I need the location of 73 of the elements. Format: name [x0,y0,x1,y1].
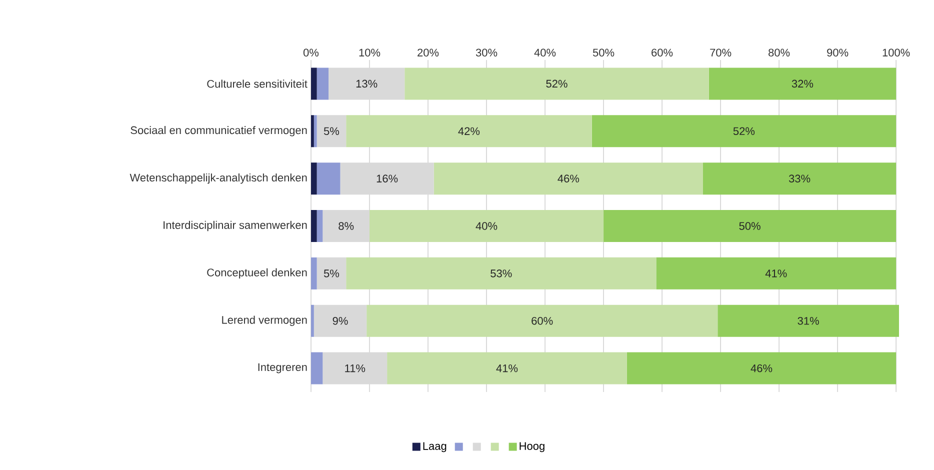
x-tick-label: 70% [710,48,732,56]
data-label: 11% [345,364,366,372]
bar [434,162,704,195]
x-tick-label: 10% [359,48,380,56]
bar [346,257,656,290]
y-tick-label: Wetenschappelijk-analytisch denken [130,173,307,184]
bar [316,68,329,100]
x-tick-label: 30% [476,48,498,56]
bar [322,352,388,384]
bar [311,352,323,384]
data-label: 50% [739,222,760,230]
y-tick-label: Integreren [258,363,307,374]
data-label: 8% [338,222,354,230]
x-tick-label: 60% [652,48,673,56]
bar [604,210,896,242]
bar [316,162,340,195]
x-tick-label: 80% [768,48,790,56]
x-tick-label: 40% [534,48,556,56]
data-label: 42% [458,127,480,136]
y-tick-label: Conceptueel denken [207,268,307,279]
data-label: 46% [558,174,580,182]
legend-label: Hoog [520,442,544,452]
data-label: 52% [733,127,755,136]
bar [592,115,896,148]
x-tick-label: 50% [592,48,614,56]
data-label: 32% [792,80,814,88]
bar [404,68,709,100]
bar [311,115,314,148]
bar [316,210,323,242]
bar [322,210,370,242]
data-label: 41% [496,364,518,372]
y-tick-label: Sociaal en communicatief vermogen [130,126,307,136]
bar [316,115,346,148]
data-label: 16% [376,174,398,182]
bar [626,352,896,384]
y-tick-label: Lerend vermogen [222,316,307,326]
bar [328,68,405,100]
data-label: 5% [324,127,340,136]
bar [314,115,317,148]
data-label: 60% [532,316,553,325]
x-tick-label: 0% [303,48,319,56]
bar [366,304,718,337]
legend-label: Laag [423,442,446,452]
data-label: 13% [356,80,378,88]
x-tick-label: 100% [882,48,910,56]
bar [387,352,627,384]
data-label: 31% [798,316,819,325]
bar [314,304,367,337]
data-label: 5% [324,270,340,278]
bar [311,210,317,242]
bar [316,257,346,290]
data-label: 41% [765,270,787,278]
bar [718,304,900,337]
data-label: 33% [788,174,810,182]
bar [703,162,896,195]
data-label: 52% [546,80,568,88]
y-tick-label: Culturele sensitiviteit [207,80,308,88]
data-label: 9% [332,316,348,325]
bar [656,257,896,290]
data-label: 46% [750,364,772,372]
bar [311,68,317,100]
data-label: 53% [490,270,512,278]
bar [311,304,314,337]
x-tick-label: 90% [827,48,848,56]
bar [370,210,604,242]
bar [311,257,317,290]
x-tick-label: 20% [418,48,439,56]
data-label: 40% [476,222,498,230]
y-tick-label: Interdisciplinair samenwerken [164,220,307,232]
bar [340,162,434,195]
bar [311,162,317,195]
bar [708,68,896,100]
bar [346,115,592,148]
